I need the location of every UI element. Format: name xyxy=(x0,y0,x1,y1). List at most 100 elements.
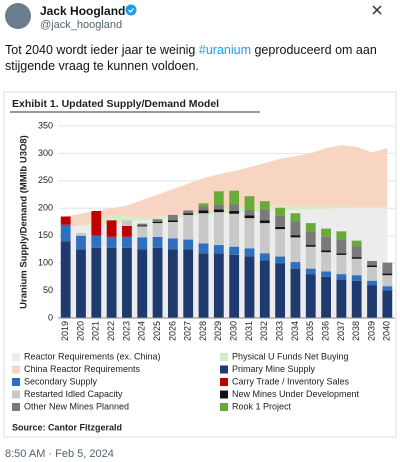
timestamp[interactable]: 8:50 AM · Feb 5, 2024 xyxy=(5,448,114,460)
bar xyxy=(183,213,194,215)
verified-check xyxy=(128,8,134,13)
legend-swatch xyxy=(12,353,20,361)
bar xyxy=(91,247,102,318)
x-tick-label: 2039 xyxy=(366,321,376,341)
bar xyxy=(122,247,132,318)
bar xyxy=(305,246,316,269)
legend-swatch xyxy=(12,390,20,399)
bar xyxy=(367,280,377,286)
y-tick-label: 100 xyxy=(38,258,53,268)
tweet-text: Tot 2040 wordt ieder jaar te weinig #ura… xyxy=(5,42,390,74)
handle[interactable]: @jack_hoogland xyxy=(40,19,123,31)
bar xyxy=(351,257,362,259)
bar xyxy=(106,220,117,237)
area xyxy=(65,205,388,228)
text: Tot 2040 wordt ieder jaar te weinig xyxy=(5,43,199,57)
bar xyxy=(321,228,331,237)
bar xyxy=(290,268,301,318)
bar xyxy=(76,235,86,250)
bar xyxy=(183,249,194,318)
bar xyxy=(198,206,209,211)
bar xyxy=(336,239,347,254)
legend-swatch xyxy=(220,353,228,361)
avatar[interactable] xyxy=(5,3,31,29)
bar xyxy=(244,256,255,318)
bar xyxy=(167,249,178,318)
x-tick-label: 2037 xyxy=(336,321,346,341)
bar xyxy=(290,213,301,222)
bar xyxy=(367,285,377,318)
bar xyxy=(367,266,377,281)
legend-swatch xyxy=(220,365,228,374)
legend-label: Restarted Idled Capacity xyxy=(24,389,123,399)
bar xyxy=(106,247,117,318)
bar xyxy=(275,207,286,216)
bar xyxy=(275,215,286,227)
bar xyxy=(336,231,347,240)
bar xyxy=(167,214,178,221)
close-icon[interactable] xyxy=(372,5,382,15)
bar xyxy=(259,220,270,224)
bar xyxy=(122,220,132,226)
bar xyxy=(275,256,286,264)
legend-label: Physical U Funds Net Buying xyxy=(232,351,349,361)
x-tick-label: 2019 xyxy=(60,321,70,341)
bar xyxy=(106,236,117,248)
x-tick-label: 2034 xyxy=(290,321,300,341)
bar xyxy=(244,215,255,219)
bar xyxy=(229,190,240,205)
bar xyxy=(91,211,102,236)
bar xyxy=(259,201,270,210)
y-axis-label: Uranium Supply/Demand (MMlb U3O8) xyxy=(19,135,30,309)
bar xyxy=(137,223,148,226)
bar xyxy=(336,274,347,280)
y-tick-label: 200 xyxy=(38,203,53,213)
bar xyxy=(152,247,163,318)
bar xyxy=(259,260,270,318)
bar xyxy=(213,209,224,213)
bar xyxy=(305,223,316,232)
x-tick-label: 2032 xyxy=(259,321,269,341)
bar xyxy=(305,245,316,247)
x-tick-label: 2031 xyxy=(244,321,254,341)
bar xyxy=(213,212,224,246)
verified-badge xyxy=(125,4,137,16)
area xyxy=(65,145,388,228)
x-tick-label: 2026 xyxy=(167,321,177,341)
author[interactable]: Jack Hoogland xyxy=(40,4,126,18)
legend-label: Reactor Requirements (ex. China) xyxy=(24,351,161,361)
bar xyxy=(367,260,377,266)
bar xyxy=(321,250,331,253)
x-tick-label: 2021 xyxy=(91,321,101,341)
bar xyxy=(137,225,148,227)
bar xyxy=(321,276,331,318)
bar xyxy=(336,254,347,275)
x-tick-label: 2040 xyxy=(382,321,392,341)
bar xyxy=(336,253,347,255)
bar xyxy=(290,221,301,236)
x-tick-label: 2025 xyxy=(152,321,162,341)
bar xyxy=(229,246,240,255)
legend-label: Primary Mine Supply xyxy=(232,364,316,374)
x-tick-label: 2028 xyxy=(198,321,208,341)
bar xyxy=(198,203,209,207)
x-tick-label: 2029 xyxy=(213,321,223,341)
bar xyxy=(244,209,255,216)
bar xyxy=(183,210,194,214)
x-tick-label: 2024 xyxy=(137,321,147,341)
y-tick-label: 0 xyxy=(48,312,53,322)
bar xyxy=(382,286,393,291)
y-tick-label: 50 xyxy=(43,285,53,295)
bar xyxy=(382,262,393,274)
hashtag[interactable]: #uranium xyxy=(198,43,251,57)
x-tick-label: 2023 xyxy=(121,321,131,341)
text: geproduceerd om aan stijgende vraag te k… xyxy=(5,43,377,73)
bar xyxy=(351,246,362,258)
bar xyxy=(60,216,71,225)
bar xyxy=(76,249,86,318)
bar xyxy=(382,273,393,276)
x-tick-label: 2033 xyxy=(274,321,284,341)
x-tick-label: 2030 xyxy=(229,321,239,341)
bar xyxy=(244,218,255,249)
